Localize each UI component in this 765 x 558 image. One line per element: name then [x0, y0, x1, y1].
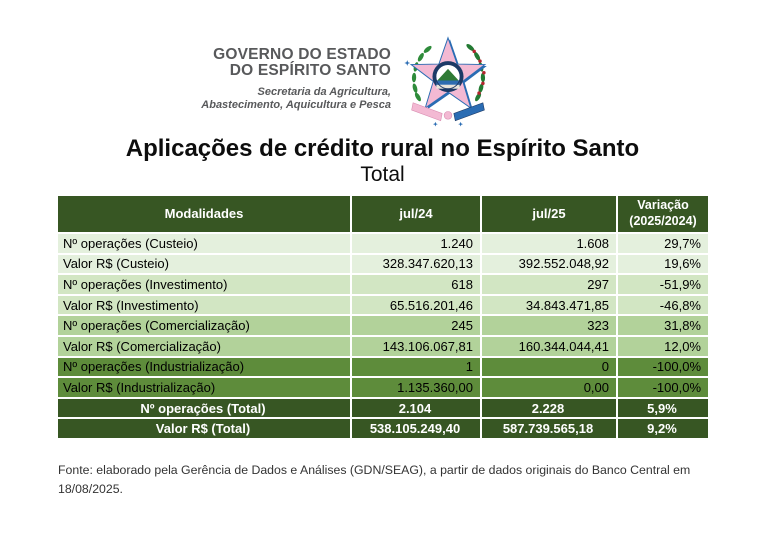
table-row: Valor R$ (Custeio) 328.347.620,13 392.552.…	[56, 252, 710, 276]
table-row: Valor R$ (Comercialização) 143.106.067,81…	[56, 334, 710, 358]
variacao-value-cell: 12,0%	[616, 334, 710, 358]
modalidade-cell: Valor R$ (Investimento)	[56, 293, 352, 317]
jul25-value-cell: 323	[480, 314, 618, 337]
jul24-value-cell: 143.106.067,81	[350, 334, 482, 358]
jul24-value-cell: 1.240	[350, 232, 482, 255]
jul24-value-cell: 328.347.620,13	[350, 252, 482, 276]
variacao-value-cell: -46,8%	[616, 293, 710, 317]
jul25-value-cell: 297	[480, 273, 618, 296]
variacao-value-cell: -51,9%	[616, 273, 710, 296]
modalidade-cell: Nº operações (Investimento)	[56, 273, 352, 296]
jul24-value-cell: 618	[350, 273, 482, 296]
jul24-value-cell: 2.104	[350, 396, 482, 420]
variacao-value-cell: 19,6%	[616, 252, 710, 276]
jul25-value-cell: 587.739.565,18	[480, 417, 618, 440]
jul24-value-cell: 1.135.360,00	[350, 376, 482, 399]
modalidade-cell: Nº operações (Comercialização)	[56, 314, 352, 337]
modalidade-cell: Nº operações (Total)	[56, 396, 352, 420]
column-header-variacao: Variação (2025/2024)	[616, 194, 710, 234]
variacao-header-line2: (2025/2024)	[629, 214, 697, 228]
modalidade-cell: Valor R$ (Industrialização)	[56, 376, 352, 399]
table-row: Valor R$ (Investimento) 65.516.201,46 34.8…	[56, 293, 710, 317]
table-total-row: Valor R$ (Total) 538.105.249,40 587.739.56…	[56, 417, 710, 440]
variacao-value-cell: 31,8%	[616, 314, 710, 337]
jul25-value-cell: 0	[480, 355, 618, 379]
column-header-modalidades: Modalidades	[56, 194, 352, 234]
table-row: Nº operações (Custeio) 1.240 1.608 29,7%	[56, 232, 710, 255]
jul25-value-cell: 392.552.048,92	[480, 252, 618, 276]
org-name-line2: DO ESPÍRITO SANTO	[229, 62, 391, 80]
table-row: Nº operações (Comercialização) 245 323 31,8…	[56, 314, 710, 337]
jul24-value-cell: 245	[350, 314, 482, 337]
modalidade-cell: Valor R$ (Total)	[56, 417, 352, 440]
variacao-value-cell: -100,0%	[616, 355, 710, 379]
jul25-value-cell: 34.843.471,85	[480, 293, 618, 317]
modalidade-cell: Valor R$ (Custeio)	[56, 252, 352, 276]
page-subtitle: Total	[360, 163, 405, 186]
variacao-value-cell: 5,9%	[616, 396, 710, 420]
jul24-value-cell: 65.516.201,46	[350, 293, 482, 317]
jul24-value-cell: 538.105.249,40	[350, 417, 482, 440]
modalidade-cell: Valor R$ (Comercialização)	[56, 334, 352, 358]
department-line2: Abastecimento, Aquicultura e Pesca	[201, 98, 391, 111]
jul25-value-cell: 1.608	[480, 232, 618, 255]
source-note: Fonte: elaborado pela Gerência de Dados …	[58, 463, 691, 497]
variacao-value-cell: -100,0%	[616, 376, 710, 399]
jul24-value-cell: 1	[350, 355, 482, 379]
table-total-row: Nº operações (Total) 2.104 2.228 5,9%	[56, 396, 710, 420]
org-name-line1: GOVERNO DO ESTADO	[213, 46, 391, 64]
modalidade-cell: Nº operações (Custeio)	[56, 232, 352, 255]
table-row: Nº operações (Industrialização) 1 0 -100,0%	[56, 355, 710, 379]
column-header-jul25: jul/25	[480, 194, 618, 234]
table-row: Valor R$ (Industrialização) 1.135.360,00 0…	[56, 376, 710, 399]
page-title: Aplicações de crédito rural no Espírito …	[125, 135, 640, 162]
jul25-value-cell: 160.344.044,41	[480, 334, 618, 358]
column-header-jul24: jul/24	[350, 194, 482, 234]
jul25-value-cell: 0,00	[480, 376, 618, 399]
variacao-value-cell: 29,7%	[616, 232, 710, 255]
table-row: Nº operações (Investimento) 618 297 -51,9%	[56, 273, 710, 296]
rural-credit-table: Modalidades jul/24 jul/25 Variação (2025…	[56, 194, 710, 440]
table-header-row: Modalidades jul/24 jul/25 Variação (2025…	[56, 194, 710, 234]
department-line1: Secretaria da Agricultura,	[257, 85, 391, 98]
variacao-header-line1: Variação	[637, 198, 689, 213]
table-body: Nº operações (Custeio) 1.240 1.608 29,7% Val…	[56, 232, 710, 440]
espirito-santo-coat-of-arms-icon	[404, 36, 487, 127]
variacao-value-cell: 9,2%	[616, 417, 710, 440]
modalidade-cell: Nº operações (Industrialização)	[56, 355, 352, 379]
organization-text-block: GOVERNO DO ESTADO DO ESPÍRITO SANTO Secr…	[163, 47, 391, 112]
jul25-value-cell: 2.228	[480, 396, 618, 420]
letterhead: GOVERNO DO ESTADO DO ESPÍRITO SANTO Secr…	[163, 31, 498, 128]
